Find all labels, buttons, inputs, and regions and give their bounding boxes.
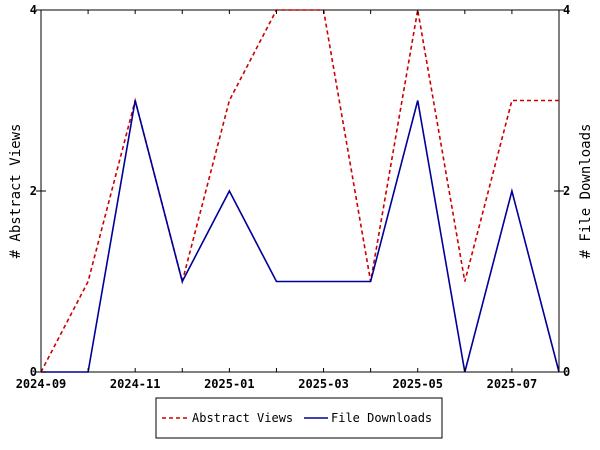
x-tick-label: 2024-11 — [110, 377, 161, 391]
y-tick-label-right: 4 — [563, 3, 570, 17]
y-axis-title-left: # Abstract Views — [8, 124, 24, 259]
y-tick-label-left: 2 — [30, 184, 37, 198]
legend-box — [155, 397, 443, 439]
y-axis-title-right: # File Downloads — [578, 124, 594, 259]
y-tick-label-right: 2 — [563, 184, 570, 198]
x-tick-label: 2025-07 — [487, 377, 538, 391]
y-tick-label-right: 0 — [563, 365, 570, 379]
x-tick-label: 2024-09 — [16, 377, 67, 391]
x-tick-label: 2025-01 — [204, 377, 255, 391]
legend-label-abstract-views: Abstract Views — [192, 411, 293, 425]
x-tick-label: 2025-03 — [298, 377, 349, 391]
x-tick-label: 2025-05 — [392, 377, 443, 391]
legend-label-file-downloads: File Downloads — [331, 411, 432, 425]
y-tick-label-left: 0 — [30, 365, 37, 379]
y-tick-label-left: 4 — [30, 3, 37, 17]
plot-area — [40, 9, 560, 373]
legend: Abstract Views File Downloads — [155, 397, 443, 439]
series-line-file-downloads — [41, 100, 560, 373]
